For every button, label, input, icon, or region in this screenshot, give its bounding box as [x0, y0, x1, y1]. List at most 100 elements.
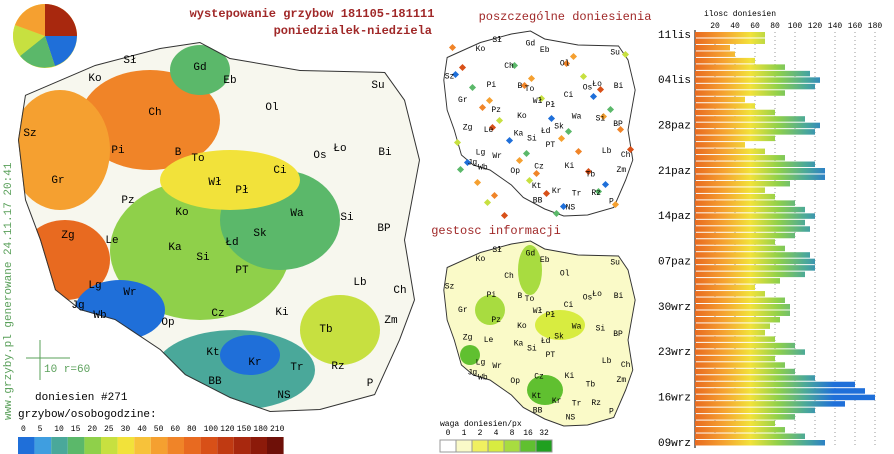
- report-marker: [596, 85, 605, 94]
- bar: [695, 219, 805, 226]
- city-label: Cz: [211, 308, 224, 320]
- city-label: Sł: [123, 55, 136, 67]
- city-label: Op: [161, 317, 174, 329]
- bar: [695, 349, 805, 355]
- legend-tick: 80: [187, 425, 197, 434]
- x-tick-label: 140: [828, 22, 843, 31]
- bar: [695, 232, 795, 239]
- bar: [695, 90, 785, 96]
- legend-tick: 210: [270, 425, 285, 434]
- report-marker: [458, 63, 467, 72]
- report-marker: [468, 83, 477, 92]
- city-label: Pł: [546, 311, 556, 320]
- report-marker: [478, 103, 487, 112]
- city-label: Si: [340, 212, 354, 224]
- city-label: Si: [596, 325, 606, 334]
- city-label: Zm: [617, 166, 627, 175]
- legend-tick: 20: [87, 425, 97, 434]
- bar: [695, 213, 815, 219]
- report-marker: [520, 81, 529, 90]
- city-label: Ol: [265, 102, 278, 114]
- city-label: Si: [596, 115, 606, 124]
- bar: [695, 206, 805, 213]
- density-swatch: [503, 439, 521, 453]
- city-label: Ch: [621, 151, 631, 160]
- density-tick: 0: [446, 429, 451, 438]
- city-label: Bi: [614, 292, 624, 301]
- city-label: Kr: [552, 397, 562, 406]
- legend-swatch: [167, 437, 184, 454]
- report-marker: [451, 70, 460, 79]
- density-swatch: [455, 439, 473, 453]
- bar: [695, 284, 755, 291]
- city-label: Wa: [572, 323, 582, 332]
- report-marker: [453, 138, 462, 147]
- report-marker: [495, 116, 504, 125]
- city-label: Lb: [602, 357, 612, 366]
- legend-swatch: [101, 437, 118, 454]
- legend-tick: 60: [170, 425, 180, 434]
- y-tick-label: 30wrz: [658, 302, 691, 314]
- legend-swatch: [200, 437, 218, 454]
- city-label: Op: [510, 377, 520, 386]
- city-label: Lg: [476, 359, 486, 368]
- city-label: Ch: [148, 107, 161, 119]
- legend-tick: 5: [38, 425, 43, 434]
- city-label: Gd: [193, 62, 206, 74]
- density-tick: 2: [478, 429, 483, 438]
- city-label: Rz: [591, 189, 601, 198]
- legend-tick: 10: [54, 425, 64, 434]
- city-label: BP: [377, 223, 391, 235]
- bar: [695, 187, 765, 193]
- bar: [695, 155, 785, 161]
- bar: [695, 271, 805, 278]
- density-tick: 1: [462, 429, 467, 438]
- reports-title: poszczególne doniesienia: [479, 10, 652, 24]
- bar: [695, 316, 780, 323]
- city-label: Wł: [533, 97, 543, 106]
- bar: [695, 129, 815, 135]
- report-marker: [500, 211, 509, 220]
- legend-tick: 100: [204, 425, 219, 434]
- city-label: Zg: [61, 230, 74, 242]
- report-marker: [559, 202, 568, 211]
- city-label: Le: [484, 126, 494, 135]
- legend-swatch: [67, 437, 85, 454]
- bar: [695, 122, 820, 129]
- city-label: Ol: [560, 60, 570, 69]
- report-marker: [532, 169, 541, 178]
- city-label: Zm: [384, 315, 398, 327]
- city-label: Ci: [273, 165, 287, 177]
- report-marker: [510, 61, 519, 70]
- x-tick-label: 60: [750, 22, 760, 31]
- y-tick-label: 14paz: [658, 211, 691, 223]
- city-label: Gr: [458, 306, 468, 315]
- bar: [695, 427, 785, 433]
- y-tick-label: 16wrz: [658, 393, 691, 405]
- city-label: Pz: [491, 316, 501, 325]
- subtitle: poniedzialek-niedziela: [274, 24, 432, 38]
- x-tick-label: 40: [730, 22, 740, 31]
- legend-swatch: [217, 437, 234, 454]
- y-tick-label: 11lis: [658, 30, 691, 42]
- bar: [695, 245, 785, 252]
- x-axis-label: ilosc doniesien: [704, 10, 776, 19]
- city-label: Sz: [23, 128, 36, 140]
- density-swatch: [471, 439, 489, 453]
- y-tick-label: 09wrz: [658, 438, 691, 450]
- density-swatch: [535, 439, 553, 453]
- city-label: Ka: [168, 242, 182, 254]
- report-marker: [527, 74, 536, 83]
- density-legend-title: waga doniesien/px: [440, 420, 522, 429]
- density-tick: 8: [510, 429, 515, 438]
- city-label: Tb: [586, 381, 596, 390]
- city-label: Ko: [175, 207, 188, 219]
- density-swatch: [439, 439, 457, 453]
- report-marker: [579, 72, 588, 81]
- bar: [695, 258, 815, 265]
- city-label: Jg: [468, 159, 478, 168]
- city-label: Cz: [534, 373, 544, 382]
- city-label: Sł: [492, 36, 502, 45]
- city-label: BB: [533, 407, 543, 416]
- city-label: Su: [610, 259, 620, 268]
